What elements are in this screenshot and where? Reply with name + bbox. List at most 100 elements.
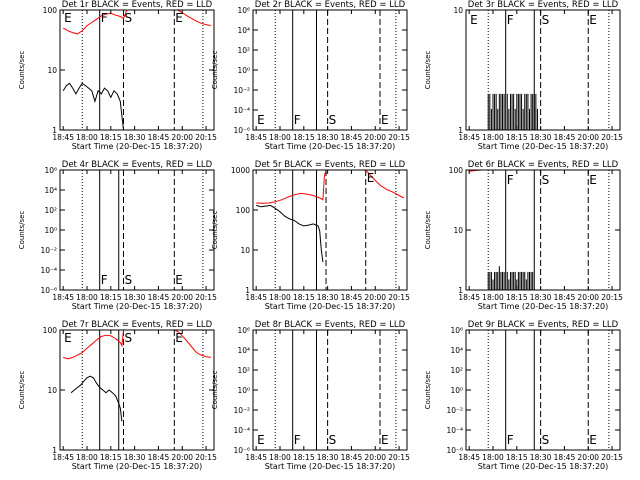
y-tick-label: 10 bbox=[453, 6, 463, 15]
x-tick-label: 18:15 bbox=[506, 453, 528, 462]
x-tick-label: 20:00 bbox=[577, 133, 599, 142]
y-tick-label: 1 bbox=[458, 286, 463, 295]
panel-title: Det 1r BLACK = Events, RED = LLD bbox=[62, 0, 213, 10]
panel-title: Det 7r BLACK = Events, RED = LLD bbox=[62, 320, 213, 330]
marker-f: F bbox=[294, 113, 301, 127]
marker-e: E bbox=[589, 433, 597, 447]
marker-s: S bbox=[125, 331, 133, 345]
x-tick-label: 18:00 bbox=[76, 293, 98, 302]
y-axis-label: Counts/sec bbox=[18, 211, 26, 250]
x-axis-label: Start Time (20-Dec-15 18:37:20) bbox=[478, 142, 609, 151]
x-axis-label: Start Time (20-Dec-15 18:37:20) bbox=[72, 302, 203, 311]
y-tick-label: 10 bbox=[47, 386, 57, 395]
plot-frame bbox=[59, 329, 215, 451]
y-axis-label: Counts/sec bbox=[424, 51, 432, 90]
marker-e: E bbox=[64, 11, 72, 25]
y-tick-label: 10⁻⁴ bbox=[233, 426, 250, 435]
x-tick-label: 18:30 bbox=[124, 293, 146, 302]
x-tick-label: 18:45 bbox=[458, 293, 480, 302]
series-events bbox=[62, 82, 124, 130]
x-tick-label: 18:30 bbox=[124, 453, 146, 462]
x-tick-label: 18:00 bbox=[482, 453, 504, 462]
x-tick-label: 18:15 bbox=[100, 133, 122, 142]
x-axis-label: Start Time (20-Dec-15 18:37:20) bbox=[265, 302, 396, 311]
x-tick-label: 20:15 bbox=[195, 133, 217, 142]
y-tick-label: 10⁻² bbox=[233, 406, 250, 415]
x-axis-label: Start Time (20-Dec-15 18:37:20) bbox=[478, 462, 609, 471]
y-tick-label: 100 bbox=[43, 6, 58, 15]
x-tick-label: 18:00 bbox=[76, 453, 98, 462]
x-tick-label: 20:00 bbox=[364, 453, 386, 462]
panel-title: Det 2r BLACK = Events, RED = LLD bbox=[255, 0, 406, 10]
y-tick-label: 100 bbox=[43, 326, 58, 335]
y-tick-label: 10⁴ bbox=[237, 26, 250, 35]
x-tick-label: 18:45 bbox=[458, 133, 480, 142]
y-tick-label: 10⁴ bbox=[237, 346, 250, 355]
y-tick-label: 1000 bbox=[231, 166, 250, 175]
plot-frame bbox=[252, 329, 408, 451]
x-tick-label: 18:45 bbox=[245, 453, 267, 462]
panel-det-3: Det 3r BLACK = Events, RED = LLD 18:45 18:… bbox=[424, 0, 623, 151]
x-tick-label: 20:15 bbox=[388, 293, 410, 302]
x-tick-label: 20:15 bbox=[195, 293, 217, 302]
x-tick-label: 18:30 bbox=[530, 293, 552, 302]
x-tick-label: 18:30 bbox=[317, 133, 339, 142]
y-tick-label: 10⁻² bbox=[446, 406, 463, 415]
panel-title: Det 8r BLACK = Events, RED = LLD bbox=[255, 320, 406, 330]
marker-f: F bbox=[294, 433, 301, 447]
plot-frame bbox=[59, 169, 215, 291]
y-axis-label: Counts/sec bbox=[211, 371, 219, 410]
x-tick-label: 18:45 bbox=[52, 453, 74, 462]
x-tick-label: 20:15 bbox=[388, 453, 410, 462]
marker-f: F bbox=[101, 273, 108, 287]
y-tick-label: 10⁻⁶ bbox=[446, 446, 463, 455]
x-tick-label: 20:15 bbox=[601, 293, 623, 302]
x-tick-label: 20:00 bbox=[364, 133, 386, 142]
x-tick-label: 20:15 bbox=[601, 133, 623, 142]
x-tick-label: 18:45 bbox=[148, 293, 170, 302]
y-tick-label: 10⁶ bbox=[450, 326, 463, 335]
plot-area bbox=[63, 330, 211, 450]
plot-frame bbox=[252, 9, 408, 131]
x-tick-label: 18:00 bbox=[482, 293, 504, 302]
x-tick-label: 18:45 bbox=[554, 133, 576, 142]
plot-area bbox=[469, 170, 617, 290]
y-axis-label: Counts/sec bbox=[424, 211, 432, 250]
y-tick-label: 10⁰ bbox=[450, 386, 463, 395]
x-tick-label: 18:45 bbox=[341, 293, 363, 302]
y-tick-label: 10⁰ bbox=[237, 386, 250, 395]
y-tick-label: 10⁻⁴ bbox=[446, 426, 463, 435]
marker-e: E bbox=[175, 11, 183, 25]
x-tick-label: 18:45 bbox=[341, 133, 363, 142]
plot-frame bbox=[59, 9, 215, 131]
x-tick-label: 18:45 bbox=[458, 453, 480, 462]
marker-e: E bbox=[257, 113, 265, 127]
y-tick-label: 10⁻⁶ bbox=[40, 286, 57, 295]
x-tick-label: 20:00 bbox=[364, 293, 386, 302]
panel-det-2: Det 2r BLACK = Events, RED = LLD 18:45 18:… bbox=[211, 0, 410, 151]
y-tick-label: 10² bbox=[237, 46, 250, 55]
plot-area bbox=[487, 10, 610, 130]
marker-f: F bbox=[507, 173, 514, 187]
series-events bbox=[256, 204, 324, 263]
panel-title: Det 3r BLACK = Events, RED = LLD bbox=[468, 0, 619, 10]
x-tick-label: 20:00 bbox=[577, 293, 599, 302]
marker-s: S bbox=[329, 113, 337, 127]
series-events bbox=[70, 375, 123, 422]
y-axis-label: Counts/sec bbox=[18, 371, 26, 410]
y-tick-label: 10⁶ bbox=[44, 166, 57, 175]
y-tick-label: 1 bbox=[52, 446, 57, 455]
plot-area bbox=[81, 170, 204, 290]
y-tick-label: 10² bbox=[237, 366, 250, 375]
series-lld bbox=[256, 170, 405, 204]
x-tick-label: 18:45 bbox=[148, 453, 170, 462]
panel-title: Det 9r BLACK = Events, RED = LLD bbox=[468, 320, 619, 330]
marker-e: E bbox=[367, 171, 375, 185]
plot-area bbox=[62, 10, 211, 130]
x-axis-label: Start Time (20-Dec-15 18:37:20) bbox=[72, 462, 203, 471]
y-tick-label: 1 bbox=[458, 126, 463, 135]
marker-f: F bbox=[507, 433, 514, 447]
